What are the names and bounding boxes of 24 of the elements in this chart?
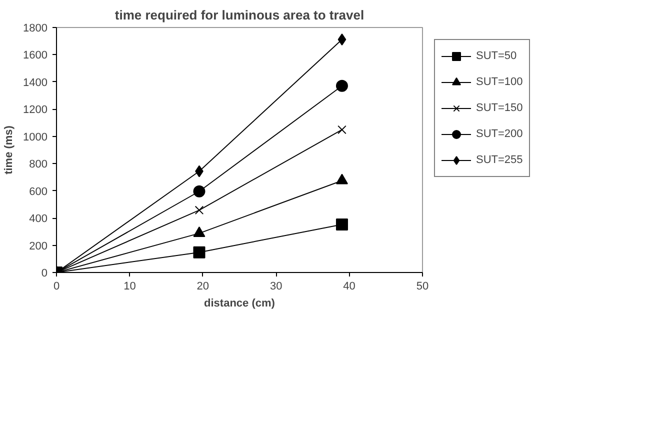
legend-label: SUT=150: [476, 102, 523, 114]
y-axis-title: time (ms): [3, 125, 16, 174]
x-tick-label: 20: [196, 280, 210, 292]
y-tick-label: 1600: [23, 50, 48, 62]
y-tick-label: 200: [29, 240, 48, 252]
y-tick-label: 1000: [23, 131, 48, 144]
y-tick-label: 0: [41, 268, 48, 280]
legend-label: SUT=200: [476, 128, 523, 140]
legend-label: SUT=255: [476, 154, 523, 166]
legend-label: SUT=50: [476, 50, 517, 62]
legend-label: SUT=100: [476, 76, 523, 88]
x-tick-label: 50: [416, 280, 429, 292]
x-tick-label: 0: [53, 280, 60, 292]
chart-title: time required for luminous area to travel: [114, 8, 364, 22]
y-tick-label: 1400: [23, 76, 48, 89]
x-axis-title: distance (cm): [204, 298, 276, 310]
y-tick-label: 600: [29, 186, 48, 198]
y-tick-label: 1200: [23, 104, 48, 116]
y-tick-label: 400: [29, 213, 48, 226]
x-tick-label: 30: [270, 280, 282, 292]
y-tick-label: 1800: [23, 22, 48, 34]
x-tick-label: 40: [343, 280, 356, 292]
x-tick-label: 10: [124, 280, 136, 292]
y-tick-label: 800: [29, 158, 48, 171]
